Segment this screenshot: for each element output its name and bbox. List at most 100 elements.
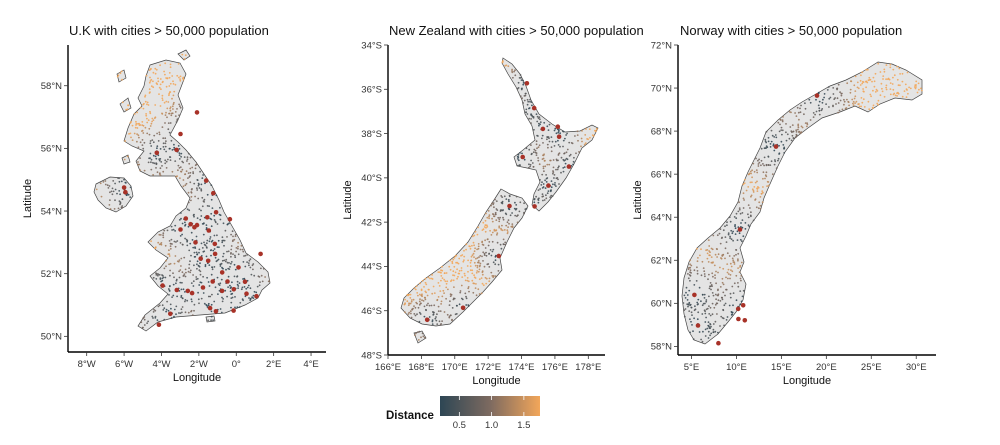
population-point [109,191,111,194]
population-point [763,164,765,167]
population-point [179,79,182,82]
population-point [239,248,242,251]
population-point [456,277,458,280]
population-point [854,90,857,92]
population-point [767,181,770,183]
population-point [525,111,527,113]
population-point [205,242,208,245]
x-tick-label: 178°E [575,362,601,373]
population-point [556,168,559,171]
population-point [165,100,168,103]
population-point [199,273,202,276]
population-point [406,300,409,303]
population-point [724,302,727,305]
population-point [234,268,237,271]
population-point [200,209,202,212]
population-point [431,292,434,295]
population-point [721,254,724,257]
population-point [229,290,232,293]
population-point [797,128,799,131]
population-point [191,239,194,241]
population-point [436,298,439,301]
population-point [728,255,731,257]
population-point [99,182,102,185]
population-point [715,270,717,273]
population-point [543,121,546,124]
population-point [689,269,692,272]
population-point [737,226,740,229]
city-point [185,288,191,294]
population-point [704,302,706,305]
population-point [700,338,702,341]
population-point [434,317,437,320]
population-point [191,300,193,303]
population-point [534,151,537,154]
population-point [772,143,775,146]
population-point [152,174,155,176]
population-point [412,298,415,301]
population-point [165,265,167,268]
population-point [506,221,509,224]
population-point [222,239,225,242]
population-point [687,268,690,271]
population-point [714,293,717,296]
population-point [466,277,469,279]
population-point [209,238,211,240]
population-point [756,188,759,190]
population-point [469,247,472,250]
population-point [749,170,752,173]
population-point [161,112,163,115]
population-point [168,294,170,296]
population-point [460,269,463,272]
population-point [800,131,803,134]
population-point [478,268,481,271]
population-point [190,188,193,191]
population-point [418,293,421,296]
population-point [726,316,729,318]
population-point [519,95,522,97]
population-point [419,313,422,315]
population-point [232,253,234,256]
population-point [689,266,692,269]
population-point [108,185,111,187]
population-point [495,208,498,210]
population-point [507,198,510,201]
population-point [431,274,433,276]
population-point [165,85,168,88]
x-axis-title: Longitude [783,375,831,387]
y-tick-label: 58°N [651,342,672,353]
x-tick-label: 8°W [78,359,96,370]
population-point [703,270,706,273]
population-point [867,100,870,103]
city-point [227,216,233,222]
population-point [492,203,495,206]
population-point [437,305,440,308]
population-point [760,159,763,162]
population-point [901,95,904,98]
population-point [741,226,744,229]
population-point [795,131,798,133]
population-point [726,224,728,227]
population-point [116,192,118,195]
population-point [695,280,698,282]
population-point [710,325,712,328]
population-point [194,247,197,250]
population-point [156,132,159,135]
city-point [123,189,128,195]
population-point [514,201,516,204]
population-point [483,254,486,256]
population-point [584,134,587,136]
population-point [209,295,212,298]
population-point [484,239,486,242]
population-point [566,148,569,151]
population-point [477,226,479,229]
population-point [750,215,752,218]
population-point [471,272,474,275]
population-point [739,303,742,306]
population-point [195,278,198,281]
population-point [175,305,178,308]
population-point [800,125,803,128]
population-point [230,293,233,295]
population-point [873,85,876,88]
city-point [231,287,237,292]
